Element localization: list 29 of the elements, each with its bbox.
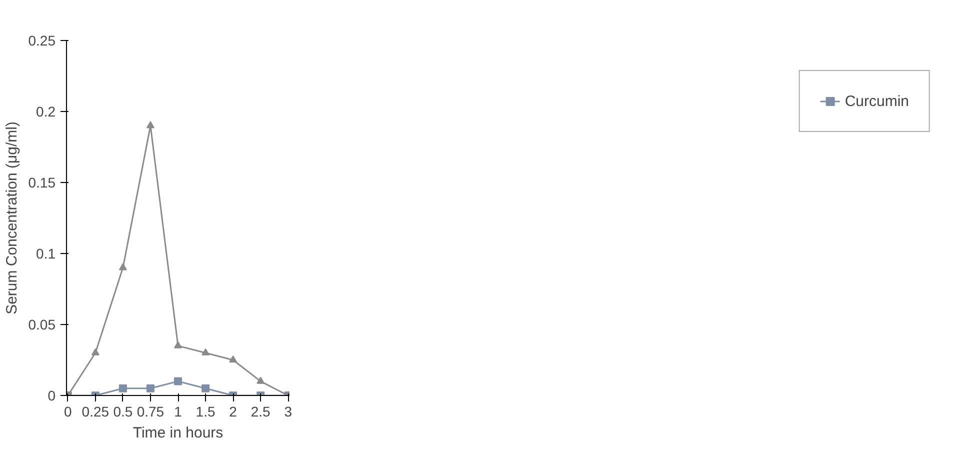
x-tick-label: 1 — [174, 404, 182, 420]
point — [229, 355, 238, 363]
point — [118, 384, 127, 392]
point — [146, 384, 154, 392]
x-tick-label: 0 — [64, 404, 72, 420]
y-tick-label: 0.15 — [28, 174, 56, 190]
point — [174, 377, 182, 386]
y-tick-label: 0.25 — [28, 32, 56, 48]
point — [146, 121, 154, 128]
legend-label: Curcumin — [844, 92, 909, 110]
x-tick-label: 3 — [284, 404, 292, 420]
point — [256, 376, 265, 384]
x-tick-label: 2 — [229, 404, 238, 420]
point — [91, 348, 100, 356]
x-tick-label: 0.25 — [82, 404, 110, 420]
y-tick-label: 0.1 — [36, 246, 56, 262]
y-tick-label: 0 — [48, 388, 56, 404]
x-tick-label: 0.5 — [113, 404, 133, 420]
x-tick-label: 2.5 — [250, 404, 271, 420]
point — [202, 348, 210, 356]
y-axis-title: Serum Concentration (μg/ml) — [3, 122, 20, 314]
point — [118, 263, 127, 270]
x-tick-label: 0.75 — [136, 404, 164, 420]
x-axis-title: Time in hours — [132, 424, 224, 442]
y-tick-label: 0.05 — [28, 316, 56, 332]
point — [202, 384, 210, 392]
y-tick-label: 0.2 — [36, 104, 56, 120]
x-tick-label: 1.5 — [196, 404, 216, 420]
point — [174, 341, 182, 348]
